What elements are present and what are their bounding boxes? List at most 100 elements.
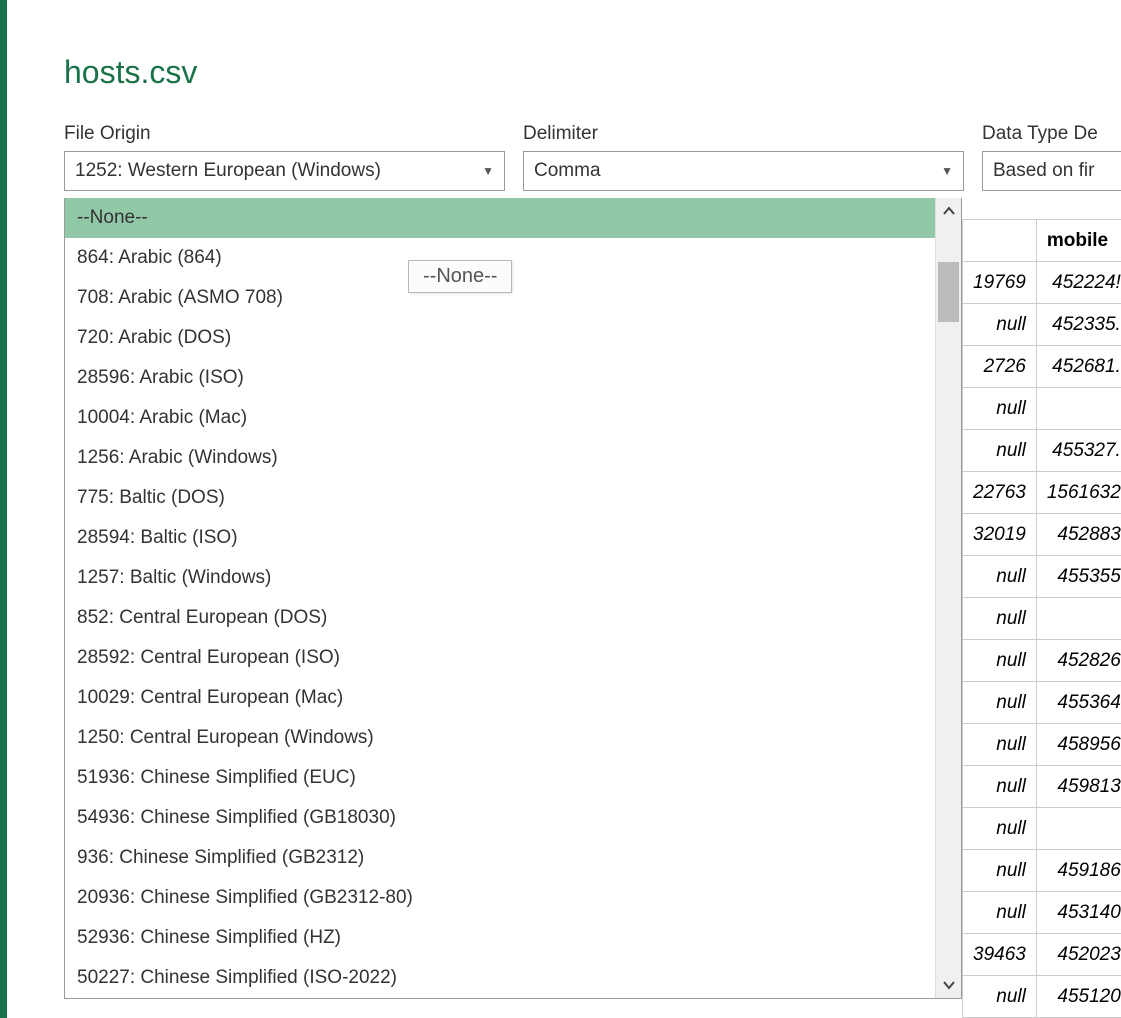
table-row: null453140 <box>963 892 1121 934</box>
table-row: null452335. <box>963 304 1121 346</box>
table-cell: 455355 <box>1036 556 1121 598</box>
table-cell: null <box>963 976 1037 1018</box>
table-cell: null <box>963 640 1037 682</box>
table-cell <box>1036 388 1121 430</box>
table-cell: null <box>963 388 1037 430</box>
table-row: 227631561632 <box>963 472 1121 514</box>
table-cell: 452335. <box>1036 304 1121 346</box>
table-row: null452826 <box>963 640 1121 682</box>
import-controls-row: File Origin 1252: Western European (Wind… <box>64 123 1121 191</box>
delimiter-label: Delimiter <box>523 123 964 145</box>
table-cell: 452224! <box>1036 262 1121 304</box>
table-cell: 452883 <box>1036 514 1121 556</box>
table-cell: 458956 <box>1036 724 1121 766</box>
table-row: null455327. <box>963 430 1121 472</box>
file-origin-dropdown: --None--864: Arabic (864)708: Arabic (AS… <box>64 198 962 999</box>
table-cell: 2726 <box>963 346 1037 388</box>
dropdown-option[interactable]: 10029: Central European (Mac) <box>65 678 935 718</box>
chevron-down-icon: ▼ <box>482 164 494 178</box>
table-cell: null <box>963 808 1037 850</box>
scroll-thumb[interactable] <box>938 262 959 322</box>
table-cell: 452023 <box>1036 934 1121 976</box>
table-cell: null <box>963 304 1037 346</box>
table-cell: 455364 <box>1036 682 1121 724</box>
data-type-label: Data Type De <box>982 123 1121 145</box>
table-cell: 452826 <box>1036 640 1121 682</box>
dropdown-option[interactable]: --None-- <box>65 198 935 238</box>
file-origin-select[interactable]: 1252: Western European (Windows) ▼ <box>64 151 505 191</box>
table-cell: 455327. <box>1036 430 1121 472</box>
dropdown-option[interactable]: 28594: Baltic (ISO) <box>65 518 935 558</box>
scroll-track[interactable] <box>936 224 961 972</box>
table-cell: 19769 <box>963 262 1037 304</box>
table-row: null455355 <box>963 556 1121 598</box>
table-cell: 459813 <box>1036 766 1121 808</box>
table-cell: 453140 <box>1036 892 1121 934</box>
table-cell: null <box>963 430 1037 472</box>
table-row: null455364 <box>963 682 1121 724</box>
table-cell: null <box>963 598 1037 640</box>
dropdown-option[interactable]: 52936: Chinese Simplified (HZ) <box>65 918 935 958</box>
data-type-value: Based on fir <box>993 160 1121 182</box>
file-origin-value: 1252: Western European (Windows) <box>75 160 482 182</box>
dropdown-tooltip: --None-- <box>408 260 512 293</box>
table-row: 39463452023 <box>963 934 1121 976</box>
table-cell: null <box>963 850 1037 892</box>
dropdown-list: --None--864: Arabic (864)708: Arabic (AS… <box>65 198 935 998</box>
dropdown-option[interactable]: 936: Chinese Simplified (GB2312) <box>65 838 935 878</box>
table-cell: 459186 <box>1036 850 1121 892</box>
delimiter-group: Delimiter Comma ▼ <box>523 123 964 191</box>
table-row: null455120 <box>963 976 1121 1018</box>
dropdown-option[interactable]: 1257: Baltic (Windows) <box>65 558 935 598</box>
chevron-down-icon: ▼ <box>941 164 953 178</box>
table-cell: 455120 <box>1036 976 1121 1018</box>
page-title: hosts.csv <box>64 54 1121 91</box>
table-cell: null <box>963 556 1037 598</box>
dropdown-option[interactable]: 10004: Arabic (Mac) <box>65 398 935 438</box>
table-row: 32019452883 <box>963 514 1121 556</box>
window-accent-border <box>0 0 7 1018</box>
table-column-header: mobile <box>1036 220 1121 262</box>
dropdown-option[interactable]: 775: Baltic (DOS) <box>65 478 935 518</box>
data-type-select[interactable]: Based on fir <box>982 151 1121 191</box>
data-type-group: Data Type De Based on fir <box>982 123 1121 191</box>
dropdown-option[interactable]: 51936: Chinese Simplified (EUC) <box>65 758 935 798</box>
table-cell: 32019 <box>963 514 1037 556</box>
table-cell: null <box>963 682 1037 724</box>
dropdown-option[interactable]: 1250: Central European (Windows) <box>65 718 935 758</box>
table-row: null <box>963 388 1121 430</box>
dropdown-option[interactable]: 720: Arabic (DOS) <box>65 318 935 358</box>
table-cell <box>1036 808 1121 850</box>
scroll-up-button[interactable] <box>936 198 961 224</box>
delimiter-value: Comma <box>534 160 941 182</box>
table-row: null458956 <box>963 724 1121 766</box>
table-cell <box>1036 598 1121 640</box>
dropdown-option[interactable]: 1256: Arabic (Windows) <box>65 438 935 478</box>
table-row: 19769452224! <box>963 262 1121 304</box>
table-cell: 452681. <box>1036 346 1121 388</box>
table-cell: 39463 <box>963 934 1037 976</box>
table-cell: null <box>963 724 1037 766</box>
table-cell: null <box>963 766 1037 808</box>
table-row: null459186 <box>963 850 1121 892</box>
dropdown-option[interactable]: 50227: Chinese Simplified (ISO-2022) <box>65 958 935 998</box>
table-cell: null <box>963 892 1037 934</box>
table-row: null <box>963 808 1121 850</box>
dropdown-scrollbar[interactable] <box>935 198 961 998</box>
table-cell: 22763 <box>963 472 1037 514</box>
dropdown-option[interactable]: 54936: Chinese Simplified (GB18030) <box>65 798 935 838</box>
table-cell: 1561632 <box>1036 472 1121 514</box>
dropdown-option[interactable]: 852: Central European (DOS) <box>65 598 935 638</box>
preview-table: mobile 19769452224!null452335.2726452681… <box>962 219 1121 1018</box>
dropdown-option[interactable]: 28592: Central European (ISO) <box>65 638 935 678</box>
scroll-down-button[interactable] <box>936 972 961 998</box>
dropdown-option[interactable]: 20936: Chinese Simplified (GB2312-80) <box>65 878 935 918</box>
table-row: 2726452681. <box>963 346 1121 388</box>
delimiter-select[interactable]: Comma ▼ <box>523 151 964 191</box>
table-row: null459813 <box>963 766 1121 808</box>
table-column-header <box>963 220 1037 262</box>
dropdown-option[interactable]: 28596: Arabic (ISO) <box>65 358 935 398</box>
table-row: null <box>963 598 1121 640</box>
file-origin-label: File Origin <box>64 123 505 145</box>
file-origin-group: File Origin 1252: Western European (Wind… <box>64 123 505 191</box>
